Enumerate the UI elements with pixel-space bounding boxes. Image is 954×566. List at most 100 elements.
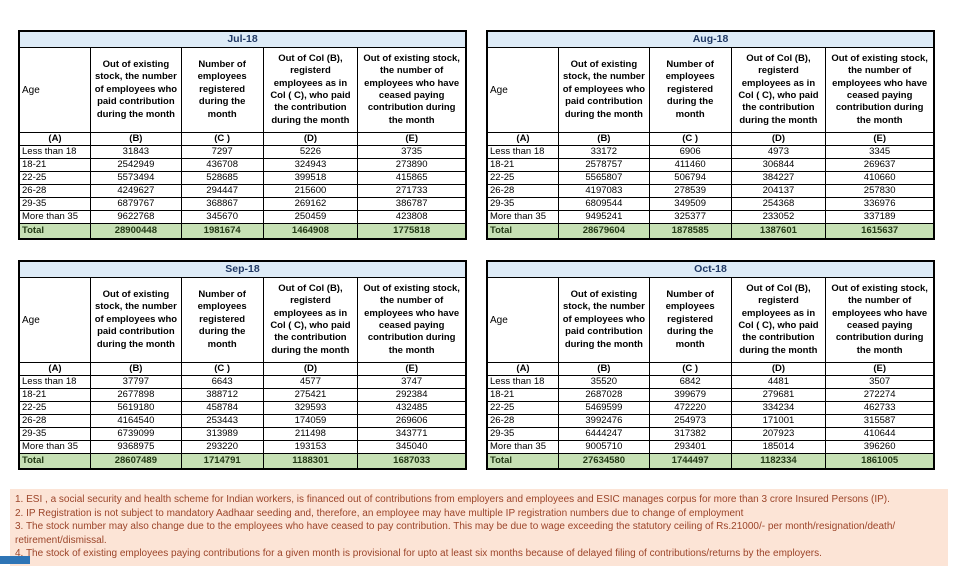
table-cell: 336976 bbox=[825, 197, 935, 211]
total-cell: 1714791 bbox=[180, 453, 264, 470]
col-header-col_e: Out of existing stock, the number of emp… bbox=[825, 277, 935, 363]
table-row: 26-28 4197083 278539 204137 257830 bbox=[486, 184, 935, 198]
table-cell: 368867 bbox=[180, 197, 264, 211]
table-cell: 5573494 bbox=[90, 171, 182, 185]
table-cell: 37797 bbox=[90, 375, 182, 389]
letter-row: (A) (B) (C ) (D) (E) bbox=[18, 132, 467, 146]
table-row: 26-28 4164540 253443 174059 269606 bbox=[18, 414, 467, 428]
table-cell: 207923 bbox=[730, 427, 827, 441]
table-cell: 9368975 bbox=[90, 440, 182, 454]
col-header-age: Age bbox=[18, 47, 92, 133]
total-cell: Total bbox=[486, 223, 560, 240]
table-row: 22-25 5469599 472220 334234 462733 bbox=[486, 401, 935, 415]
total-cell: 1615637 bbox=[825, 223, 935, 240]
table-cell: 6906 bbox=[648, 145, 732, 159]
table-cell: 337189 bbox=[825, 210, 935, 224]
letter-cell: (A) bbox=[18, 132, 92, 146]
month-title: Aug-18 bbox=[486, 30, 935, 48]
table-row: 18-21 2677898 388712 275421 292384 bbox=[18, 388, 467, 402]
table-cell: 278539 bbox=[648, 184, 732, 198]
table-cell: 269162 bbox=[262, 197, 359, 211]
table-cell: 22-25 bbox=[18, 171, 92, 185]
table-cell: 313989 bbox=[180, 427, 264, 441]
table-slot-aug-18: Aug-18 Age Out of existing stock, the numb… bbox=[486, 30, 935, 240]
table-cell: 325377 bbox=[648, 210, 732, 224]
letter-row: (A) (B) (C ) (D) (E) bbox=[486, 132, 935, 146]
footnote-line: 1. ESI , a social security and health sc… bbox=[15, 494, 890, 505]
table-cell: 399679 bbox=[648, 388, 732, 402]
col-header-col_b: Out of existing stock, the number of emp… bbox=[558, 47, 650, 133]
table-cell: 506794 bbox=[648, 171, 732, 185]
table-cell: 233052 bbox=[730, 210, 827, 224]
table-cell: Less than 18 bbox=[486, 145, 560, 159]
total-cell: 28679604 bbox=[558, 223, 650, 240]
table-cell: 423808 bbox=[357, 210, 467, 224]
column-header-row: Age Out of existing stock, the number of … bbox=[486, 277, 935, 363]
table-cell: 292384 bbox=[357, 388, 467, 402]
total-row: Total 28900448 1981674 1464908 1775818 bbox=[18, 223, 467, 240]
table-cell: 271733 bbox=[357, 184, 467, 198]
table-row: 18-21 2687028 399679 279681 272274 bbox=[486, 388, 935, 402]
table-cell: 6809544 bbox=[558, 197, 650, 211]
table-cell: 31843 bbox=[90, 145, 182, 159]
table-cell: 458784 bbox=[180, 401, 264, 415]
table-row: Less than 18 31843 7297 5226 3735 bbox=[18, 145, 467, 159]
table-row: 22-25 5573494 528685 399518 415865 bbox=[18, 171, 467, 185]
table-row: More than 35 9368975 293220 193153 345040 bbox=[18, 440, 467, 454]
total-cell: 1878585 bbox=[648, 223, 732, 240]
letter-cell: (B) bbox=[558, 132, 650, 146]
col-header-col_e: Out of existing stock, the number of emp… bbox=[825, 47, 935, 133]
month-header-row: Aug-18 bbox=[486, 30, 935, 48]
table-cell: 432485 bbox=[357, 401, 467, 415]
table-cell: 9622768 bbox=[90, 210, 182, 224]
letter-cell: (B) bbox=[558, 362, 650, 376]
col-header-col_b: Out of existing stock, the number of emp… bbox=[90, 277, 182, 363]
table-cell: 386787 bbox=[357, 197, 467, 211]
sheet-tab-remnant bbox=[0, 556, 30, 564]
table-cell: 279681 bbox=[730, 388, 827, 402]
table-cell: 9005710 bbox=[558, 440, 650, 454]
letter-cell: (E) bbox=[825, 132, 935, 146]
table-row: 29-35 6444247 317382 207923 410644 bbox=[486, 427, 935, 441]
table-cell: 269637 bbox=[825, 158, 935, 172]
table-cell: 4249627 bbox=[90, 184, 182, 198]
table-cell: 384227 bbox=[730, 171, 827, 185]
table-cell: 4164540 bbox=[90, 414, 182, 428]
table-cell: 254368 bbox=[730, 197, 827, 211]
letter-row: (A) (B) (C ) (D) (E) bbox=[18, 362, 467, 376]
letter-cell: (A) bbox=[486, 132, 560, 146]
table-slot-jul-18: Jul-18 Age Out of existing stock, the numb… bbox=[18, 30, 467, 240]
table-cell: 3735 bbox=[357, 145, 467, 159]
col-header-age: Age bbox=[18, 277, 92, 363]
table-cell: 345670 bbox=[180, 210, 264, 224]
table-cell: 6842 bbox=[648, 375, 732, 389]
table-cell: 273890 bbox=[357, 158, 467, 172]
table-cell: 306844 bbox=[730, 158, 827, 172]
table-cell: 250459 bbox=[262, 210, 359, 224]
table-cell: 410660 bbox=[825, 171, 935, 185]
month-table-jul-18: Jul-18 Age Out of existing stock, the numb… bbox=[18, 30, 467, 240]
month-header-row: Oct-18 bbox=[486, 260, 935, 278]
table-cell: More than 35 bbox=[486, 210, 560, 224]
table-cell: 4577 bbox=[262, 375, 359, 389]
footnote-line: 2. IP Registration is not subject to man… bbox=[15, 507, 744, 519]
table-cell: 22-25 bbox=[486, 171, 560, 185]
table-cell: 6739099 bbox=[90, 427, 182, 441]
month-table-oct-18: Oct-18 Age Out of existing stock, the numb… bbox=[486, 260, 935, 470]
table-cell: 343771 bbox=[357, 427, 467, 441]
table-cell: 26-28 bbox=[486, 414, 560, 428]
table-cell: 5469599 bbox=[558, 401, 650, 415]
table-row: 29-35 6809544 349509 254368 336976 bbox=[486, 197, 935, 211]
table-row: More than 35 9495241 325377 233052 337189 bbox=[486, 210, 935, 224]
col-header-col_b: Out of existing stock, the number of emp… bbox=[558, 277, 650, 363]
table-cell: Less than 18 bbox=[18, 145, 92, 159]
month-table-aug-18: Aug-18 Age Out of existing stock, the numb… bbox=[486, 30, 935, 240]
col-header-col_d: Out of Col (B), registerd employees as i… bbox=[262, 47, 359, 133]
table-cell: 22-25 bbox=[18, 401, 92, 415]
total-cell: 1744497 bbox=[648, 453, 732, 470]
table-cell: 275421 bbox=[262, 388, 359, 402]
table-cell: 193153 bbox=[262, 440, 359, 454]
total-row: Total 28607489 1714791 1188301 1687033 bbox=[18, 453, 467, 470]
col-header-col_c: Number of employees registered during th… bbox=[180, 277, 264, 363]
